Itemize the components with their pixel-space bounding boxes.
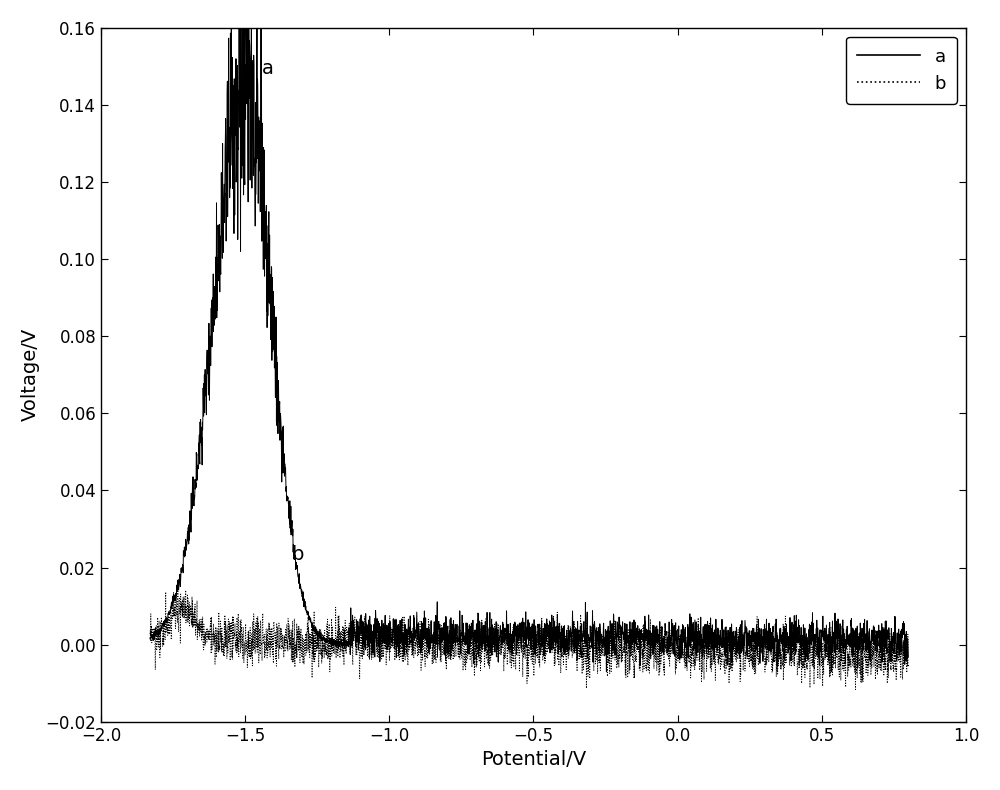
b [435, 658, 447, 668]
b [468, 653, 480, 663]
a [276, 477, 288, 487]
b [172, 577, 184, 587]
b [276, 644, 288, 653]
Text: a: a [262, 59, 274, 78]
a [230, 154, 242, 164]
Y-axis label: Voltage/V: Voltage/V [21, 328, 40, 421]
Text: b: b [291, 545, 303, 564]
a [144, 634, 156, 644]
a [806, 634, 818, 644]
b [902, 660, 914, 670]
b [849, 685, 861, 694]
X-axis label: Potential/V: Potential/V [481, 750, 586, 769]
Line: a: a [150, 0, 908, 672]
a [825, 667, 837, 676]
b [231, 648, 243, 657]
b [144, 630, 156, 639]
a [902, 653, 914, 662]
a [435, 636, 447, 645]
b [888, 632, 900, 641]
Legend: a, b: a, b [846, 37, 957, 103]
Line: b: b [150, 582, 908, 690]
b [806, 660, 818, 669]
a [468, 629, 480, 638]
a [888, 649, 900, 658]
